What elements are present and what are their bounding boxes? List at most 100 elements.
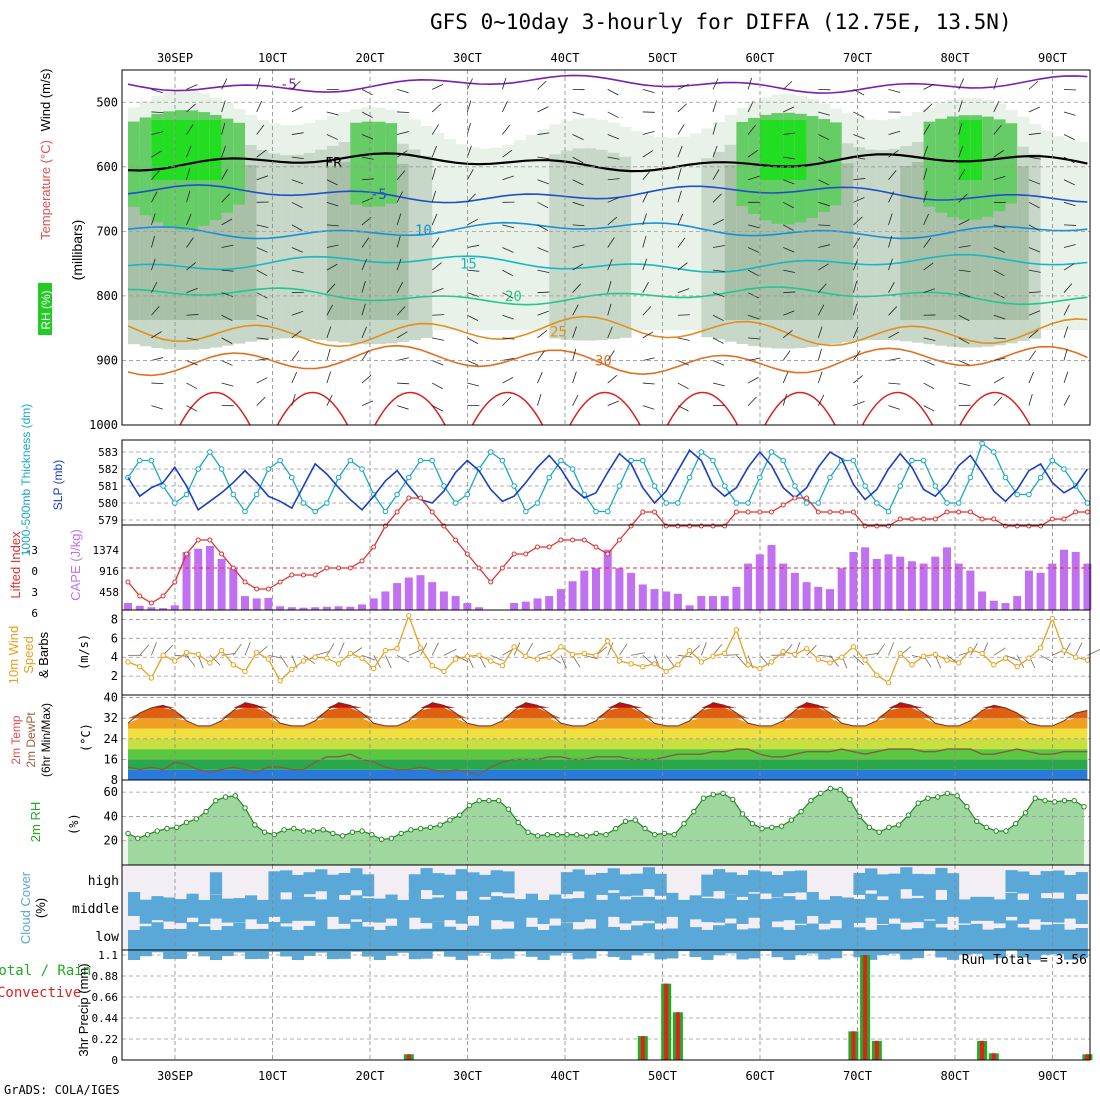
surface-wind-barb (865, 652, 879, 656)
rh-point (183, 819, 190, 826)
cloud-mid-bar (806, 892, 819, 917)
surface-wind-barb (1040, 654, 1054, 663)
rh-shade (362, 121, 375, 207)
cloud-low-bar (490, 929, 503, 960)
cloud-mid-bar (479, 899, 492, 924)
wind-barb (572, 179, 584, 186)
wind-barb (993, 357, 1006, 361)
cloud-low-bar (993, 928, 1006, 959)
cloud-mid-bar (514, 899, 527, 924)
cape-bar (1060, 549, 1068, 610)
lifted-index-point (757, 509, 763, 515)
lifted-index-point (1084, 509, 1090, 515)
cloud-low-bar (596, 921, 609, 952)
wind-speed-point (417, 645, 424, 651)
slp-point (862, 483, 868, 489)
wind-barb (1028, 247, 1041, 253)
cloud-mid-bar (607, 892, 620, 917)
cloud-low-bar (408, 929, 421, 960)
x-tick-label-top: 40CT (551, 51, 580, 65)
rh-point (691, 808, 697, 815)
x-tick-label-top: 10CT (258, 51, 287, 65)
cloud-low-bar (397, 922, 410, 953)
cloud-high-bar (911, 873, 925, 896)
rh-point (1032, 795, 1038, 801)
rh-shade (291, 154, 304, 339)
wind-barb (361, 281, 366, 293)
wind-barb (993, 376, 1005, 384)
cloud-high-bar (350, 868, 363, 891)
cape-bar (556, 589, 565, 610)
wind-barb (361, 197, 374, 203)
slp-point (932, 483, 939, 489)
precip-frame (121, 949, 1091, 1061)
wind-barb (326, 394, 333, 406)
wind-speed-point (628, 661, 634, 667)
rh-point (310, 828, 317, 834)
cape-bar (451, 596, 460, 610)
cape-bar (744, 563, 753, 610)
li-tick-label: -3 (25, 544, 38, 557)
wind-speed-point (195, 651, 201, 658)
lifted-index-point (195, 537, 201, 543)
wind-barb (502, 357, 515, 361)
rh-point (622, 818, 629, 824)
slp-point (850, 457, 857, 464)
li-tick-label: 3 (31, 586, 38, 599)
wind-barb (853, 111, 865, 118)
x-tick-label-bottom: 30CT (453, 1069, 482, 1083)
wind-barb (607, 89, 619, 96)
wind-barb (607, 326, 613, 339)
wind-barb (993, 337, 1006, 340)
wind-barb (783, 224, 794, 231)
wind-barb (361, 350, 369, 361)
rh-shade (841, 163, 854, 320)
wind-barb (502, 396, 512, 406)
cloud-low-bar (455, 929, 468, 960)
rh-shade (701, 158, 714, 338)
wind-barb (712, 122, 717, 135)
wind-barb (747, 149, 759, 158)
cape-bar (615, 568, 624, 610)
wind-barb (748, 357, 760, 361)
wind-barb (993, 396, 1003, 406)
slp-point (300, 500, 307, 506)
wind-barb (151, 131, 164, 135)
wind-barb (923, 83, 935, 90)
wind-barb (888, 130, 901, 135)
wind-barb (151, 405, 164, 410)
rh-point (983, 824, 990, 831)
cloud-high-bar (338, 873, 351, 896)
cape-tick-label: 458 (99, 586, 119, 599)
rh-point (213, 797, 219, 804)
slp-point (218, 466, 225, 472)
lifted-index-point (277, 579, 283, 585)
wind-barb (1063, 111, 1076, 116)
thickness-tick-label: 580 (98, 497, 118, 510)
wind-barb (677, 360, 690, 366)
rh-shade (830, 122, 843, 206)
lifted-index-point (535, 544, 540, 550)
wind-barb (186, 84, 198, 90)
cloud-mid-bar (245, 895, 258, 920)
wind-speed-point (569, 651, 576, 658)
x-tick-label-bottom: 90CT (1038, 1069, 1067, 1083)
wind-speed-point (382, 647, 389, 654)
cloud-mid-bar (853, 899, 866, 924)
lifted-index-point (909, 516, 915, 522)
rh-shade (186, 120, 199, 180)
slp-point (920, 457, 927, 464)
lifted-index-point (406, 495, 412, 501)
chart-title: GFS 0~10day 3-hourly for DIFFA (12.75E, … (430, 10, 1012, 34)
wind-speed-point (371, 665, 377, 672)
cape-bar (837, 568, 846, 610)
cloud-low-bar (151, 922, 164, 953)
wind-barb (537, 330, 548, 339)
wind-barb (958, 193, 968, 203)
dewpoint-line (127, 748, 1088, 776)
cloud-mid-bar (490, 896, 503, 921)
wind-barb (431, 237, 440, 248)
wind-barb (186, 237, 194, 248)
slp-point (172, 500, 178, 506)
pressure-tick-label: 1000 (89, 418, 118, 432)
